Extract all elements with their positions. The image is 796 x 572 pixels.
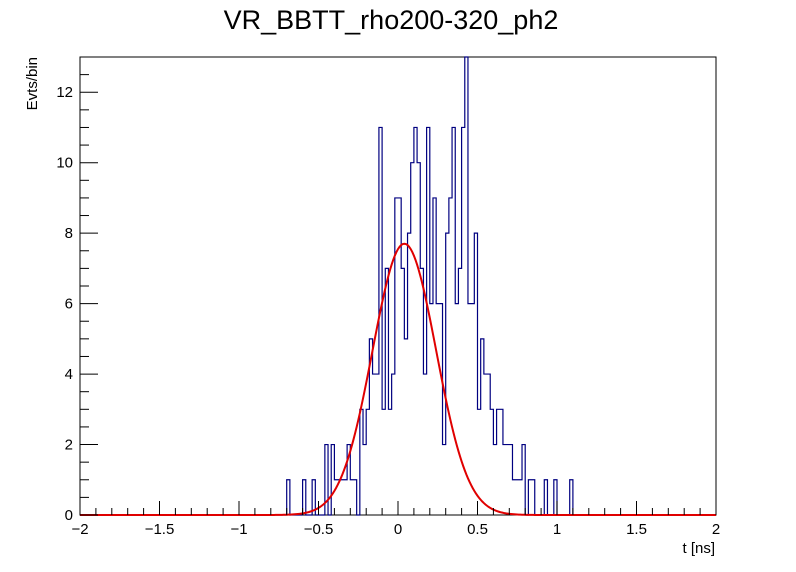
- histogram-series: [80, 56, 716, 516]
- chart-title: VR_BBTT_rho200-320_ph2: [224, 5, 559, 35]
- y-tick-label: 12: [56, 84, 73, 101]
- y-axis-label: Evts/bin: [24, 57, 41, 110]
- y-tick-label: 4: [65, 366, 73, 383]
- y-tick-label: 0: [65, 507, 73, 524]
- y-tick-label: 2: [65, 437, 73, 454]
- y-tick-label: 6: [65, 296, 73, 313]
- x-axis-label: t [ns]: [682, 540, 715, 557]
- plot-area: −2 −1.5 −1 −0.5 0 0.5 1 1.5 2 0 2 4 6 8 10 12: [56, 56, 720, 538]
- x-tick-label: 1: [553, 521, 561, 538]
- x-tick-label: −1: [230, 521, 247, 538]
- plot-frame: [79, 56, 717, 516]
- x-tick-label: −0.5: [304, 521, 334, 538]
- gaussian-fit-curve: [80, 242, 716, 516]
- y-tick-label: 8: [65, 225, 73, 242]
- x-tick-label: −1.5: [145, 521, 175, 538]
- x-tick-label: 2: [712, 521, 720, 538]
- x-tick-label: 0: [394, 521, 402, 538]
- x-tick-label: −2: [71, 521, 88, 538]
- x-tick-label: 0.5: [467, 521, 488, 538]
- y-tick-label: 10: [56, 155, 73, 172]
- x-tick-label: 1.5: [626, 521, 647, 538]
